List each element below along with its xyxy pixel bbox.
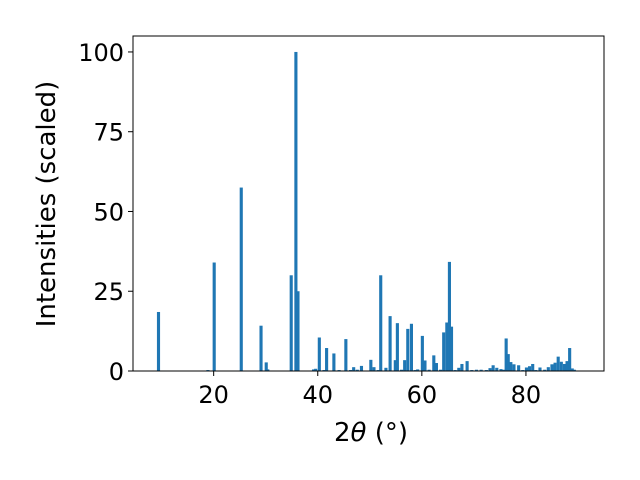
x-tick-label: 40: [302, 381, 333, 409]
bar: [439, 369, 443, 371]
bar: [538, 367, 542, 371]
y-tick-label: 50: [93, 198, 124, 226]
bar: [409, 323, 413, 371]
bar: [423, 360, 427, 371]
bar: [550, 364, 554, 371]
bar: [572, 369, 576, 371]
bar: [512, 364, 516, 371]
bar: [565, 361, 569, 371]
x-tick-label: 80: [511, 381, 542, 409]
x-tick-label: 60: [407, 381, 438, 409]
x-axis-label-prefix: 2: [334, 418, 351, 448]
x-axis-label: 2θ (°): [334, 418, 408, 448]
bar: [434, 363, 438, 371]
x-axis-ticks: 20 40 60 80: [198, 371, 541, 409]
bar: [509, 362, 513, 371]
bar: [491, 365, 495, 371]
bar: [317, 337, 321, 371]
bar: [312, 369, 316, 371]
y-tick-label: 25: [93, 278, 124, 306]
bar: [442, 332, 446, 371]
y-tick-label: 100: [78, 39, 124, 67]
bar: [553, 362, 557, 371]
bar: [562, 363, 567, 371]
y-tick-label: 0: [109, 358, 124, 386]
bar: [556, 356, 560, 371]
bar: [344, 339, 348, 371]
y-tick-label: 75: [93, 119, 124, 147]
bar: [388, 316, 392, 371]
x-axis-label-unit: (°): [366, 418, 408, 448]
bar: [499, 369, 503, 371]
bar: [384, 367, 388, 371]
bar: [212, 262, 216, 371]
bar: [488, 368, 492, 371]
bar: [264, 362, 268, 371]
bar: [546, 367, 550, 371]
bar: [355, 369, 359, 371]
bar: [543, 369, 547, 371]
bar: [372, 367, 376, 371]
bar: [531, 363, 535, 371]
bar: [524, 367, 529, 371]
bar: [406, 328, 410, 371]
bar: [239, 187, 243, 371]
bar: [449, 326, 454, 371]
bar: [568, 348, 572, 371]
y-axis-ticks: 0 25 50 75 100: [78, 39, 133, 386]
x-axis-label-symbol: θ: [351, 418, 367, 448]
bar: [369, 359, 373, 371]
bar: [570, 368, 574, 371]
y-axis-label: Intensities (scaled): [32, 81, 62, 328]
bar: [465, 361, 469, 371]
bar: [266, 369, 270, 371]
bar: [393, 360, 397, 371]
bar: [427, 369, 431, 371]
x-tick-label: 20: [198, 381, 229, 409]
bar: [294, 51, 298, 371]
bar: [259, 325, 263, 371]
bar: [447, 261, 451, 371]
bar: [495, 367, 499, 371]
bar: [502, 369, 506, 371]
bar: [379, 275, 383, 371]
bar: [504, 338, 508, 371]
bar: [395, 323, 399, 371]
bar: [457, 367, 461, 371]
bar: [156, 311, 161, 371]
bar: [332, 353, 336, 371]
bar: [352, 367, 356, 371]
bar: [403, 360, 407, 371]
bar: [359, 365, 364, 371]
bars-group: [156, 51, 576, 371]
bar: [506, 354, 510, 371]
bar: [416, 369, 420, 371]
bar: [325, 348, 329, 371]
bar: [460, 363, 464, 371]
bar: [479, 369, 483, 371]
bar: [289, 275, 293, 371]
bar: [314, 368, 318, 371]
bar: [559, 361, 563, 371]
bar: [474, 369, 479, 371]
bar: [528, 366, 532, 371]
plot-frame: [132, 35, 605, 372]
bar: [445, 322, 449, 371]
bar: [296, 291, 300, 371]
bar: [432, 355, 436, 371]
bar: [399, 369, 404, 371]
bar: [420, 335, 424, 371]
bar: [517, 365, 521, 371]
